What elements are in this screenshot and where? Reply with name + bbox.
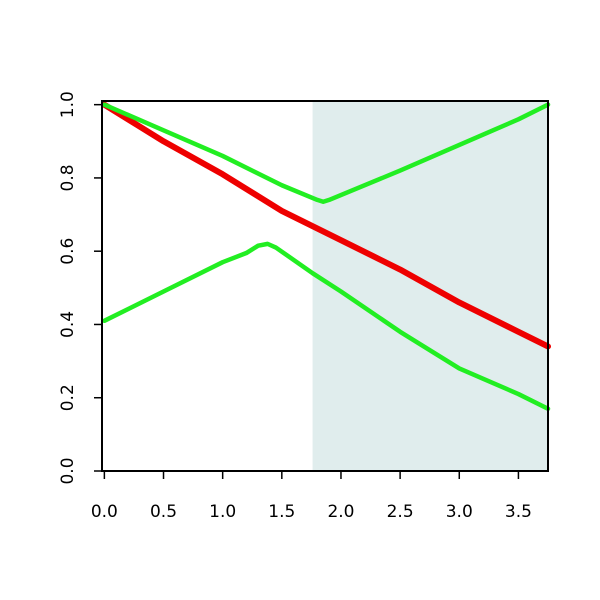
x-tick-label: 1.0 [209, 502, 236, 522]
x-tick-label: 2.0 [327, 502, 354, 522]
y-tick-label: 0.6 [58, 238, 78, 265]
line [102, 241, 551, 411]
x-tick-label: 0.0 [91, 502, 118, 522]
x-tick-label: 3.5 [505, 502, 532, 522]
x-tick-label: 1.5 [268, 502, 295, 522]
y-tick-label: 1.0 [58, 91, 78, 118]
x-tick-label: 0.5 [150, 502, 177, 522]
plot-frame [101, 100, 549, 472]
y-tick-label: 0.2 [58, 384, 78, 411]
y-tick-label: 0.4 [58, 311, 78, 338]
y-tick-label: 0.8 [58, 164, 78, 191]
line [101, 101, 551, 350]
x-tick-label: 3.0 [446, 502, 473, 522]
line [102, 102, 551, 204]
y-tick-label: 0.0 [58, 457, 78, 484]
x-tick-label: 2.5 [387, 502, 414, 522]
